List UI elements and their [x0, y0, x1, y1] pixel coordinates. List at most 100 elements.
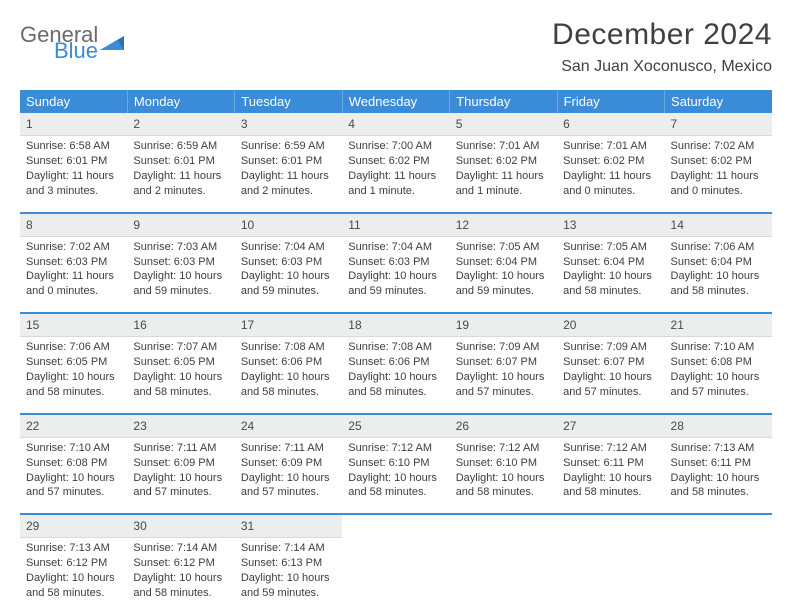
daylight-text: Daylight: 10 hours — [348, 269, 443, 284]
daylight-text: Daylight: 10 hours — [563, 370, 658, 385]
day-cell-detail: Sunrise: 7:01 AMSunset: 6:02 PMDaylight:… — [557, 136, 664, 207]
daylight-text: and 58 minutes. — [563, 284, 658, 299]
day-cell-number: 8 — [20, 214, 127, 237]
daylight-text: Daylight: 11 hours — [133, 169, 228, 184]
daylight-text: and 58 minutes. — [241, 385, 336, 400]
weekday-header: Tuesday — [235, 90, 342, 113]
daylight-text: Daylight: 10 hours — [133, 471, 228, 486]
day-cell-detail: Sunrise: 7:07 AMSunset: 6:05 PMDaylight:… — [127, 337, 234, 408]
day-number: 26 — [450, 415, 557, 437]
daylight-text: and 2 minutes. — [241, 184, 336, 199]
day-cell-number — [557, 515, 664, 538]
daylight-text: Daylight: 10 hours — [26, 370, 121, 385]
sunset-text: Sunset: 6:10 PM — [348, 456, 443, 471]
day-number: 8 — [20, 214, 127, 236]
day-cell-number — [665, 515, 772, 538]
daylight-text: Daylight: 11 hours — [26, 269, 121, 284]
daylight-text: and 1 minute. — [348, 184, 443, 199]
day-cell-detail: Sunrise: 7:12 AMSunset: 6:10 PMDaylight:… — [450, 437, 557, 508]
sunrise-text: Sunrise: 6:59 AM — [133, 139, 228, 154]
day-cell-detail: Sunrise: 7:11 AMSunset: 6:09 PMDaylight:… — [127, 437, 234, 508]
daylight-text: and 0 minutes. — [26, 284, 121, 299]
sunset-text: Sunset: 6:03 PM — [133, 255, 228, 270]
sunrise-text: Sunrise: 7:14 AM — [241, 541, 336, 556]
day-number: 2 — [127, 113, 234, 135]
sunset-text: Sunset: 6:03 PM — [26, 255, 121, 270]
sunrise-text: Sunrise: 7:13 AM — [671, 441, 766, 456]
sunrise-text: Sunrise: 7:09 AM — [456, 340, 551, 355]
daylight-text: and 58 minutes. — [563, 485, 658, 500]
sunset-text: Sunset: 6:07 PM — [456, 355, 551, 370]
day-cell-number: 25 — [342, 415, 449, 438]
title-block: December 2024 San Juan Xoconusco, Mexico — [552, 18, 772, 76]
daylight-text: and 58 minutes. — [133, 586, 228, 601]
day-number: 30 — [127, 515, 234, 537]
sunset-text: Sunset: 6:03 PM — [241, 255, 336, 270]
day-cell-number: 10 — [235, 214, 342, 237]
day-cell-number: 28 — [665, 415, 772, 438]
sunrise-text: Sunrise: 7:07 AM — [133, 340, 228, 355]
sunrise-text: Sunrise: 7:11 AM — [133, 441, 228, 456]
sunrise-text: Sunrise: 7:10 AM — [26, 441, 121, 456]
daylight-text: and 57 minutes. — [456, 385, 551, 400]
sunrise-text: Sunrise: 7:05 AM — [563, 240, 658, 255]
sunset-text: Sunset: 6:05 PM — [133, 355, 228, 370]
daylight-text: Daylight: 10 hours — [133, 571, 228, 586]
day-cell-number: 17 — [235, 314, 342, 337]
sunset-text: Sunset: 6:13 PM — [241, 556, 336, 571]
day-number: 6 — [557, 113, 664, 135]
day-cell-detail — [450, 538, 557, 609]
sunrise-text: Sunrise: 7:12 AM — [348, 441, 443, 456]
daylight-text: and 58 minutes. — [456, 485, 551, 500]
day-cell-detail: Sunrise: 7:10 AMSunset: 6:08 PMDaylight:… — [20, 437, 127, 508]
sunset-text: Sunset: 6:01 PM — [241, 154, 336, 169]
day-cell-detail: Sunrise: 7:06 AMSunset: 6:05 PMDaylight:… — [20, 337, 127, 408]
weekday-header: Wednesday — [342, 90, 449, 113]
daylight-text: Daylight: 10 hours — [563, 269, 658, 284]
daylight-text: Daylight: 11 hours — [456, 169, 551, 184]
daylight-text: and 57 minutes. — [563, 385, 658, 400]
daylight-text: and 59 minutes. — [348, 284, 443, 299]
sunset-text: Sunset: 6:08 PM — [26, 456, 121, 471]
sunrise-text: Sunrise: 7:14 AM — [133, 541, 228, 556]
daylight-text: and 59 minutes. — [241, 586, 336, 601]
day-number: 5 — [450, 113, 557, 135]
detail-row: Sunrise: 6:58 AM Sunset: 6:01 PM Daylight:… — [20, 136, 772, 207]
day-cell-number: 23 — [127, 415, 234, 438]
sunrise-text: Sunrise: 7:04 AM — [241, 240, 336, 255]
sunrise-text: Sunrise: 7:04 AM — [348, 240, 443, 255]
day-cell-number: 18 — [342, 314, 449, 337]
day-cell-number: 5 — [450, 113, 557, 136]
day-cell-detail: Sunrise: 6:59 AMSunset: 6:01 PMDaylight:… — [235, 136, 342, 207]
day-cell-detail: Sunrise: 7:03 AMSunset: 6:03 PMDaylight:… — [127, 236, 234, 307]
day-cell-number: 13 — [557, 214, 664, 237]
sunrise-text: Sunrise: 6:58 AM — [26, 139, 121, 154]
daylight-text: and 3 minutes. — [26, 184, 121, 199]
daylight-text: Daylight: 10 hours — [563, 471, 658, 486]
day-cell-number: 3 — [235, 113, 342, 136]
day-cell-number: 11 — [342, 214, 449, 237]
daylight-text: Daylight: 10 hours — [456, 269, 551, 284]
weekday-header: Saturday — [665, 90, 772, 113]
daylight-text: Daylight: 10 hours — [241, 269, 336, 284]
day-cell-detail: Sunrise: 7:09 AMSunset: 6:07 PMDaylight:… — [450, 337, 557, 408]
sunrise-text: Sunrise: 7:01 AM — [563, 139, 658, 154]
daylight-text: Daylight: 10 hours — [671, 269, 766, 284]
day-cell-detail: Sunrise: 7:04 AMSunset: 6:03 PMDaylight:… — [342, 236, 449, 307]
sunrise-text: Sunrise: 7:12 AM — [563, 441, 658, 456]
sunrise-text: Sunrise: 7:03 AM — [133, 240, 228, 255]
sunset-text: Sunset: 6:09 PM — [241, 456, 336, 471]
sunrise-text: Sunrise: 7:06 AM — [671, 240, 766, 255]
daylight-text: Daylight: 10 hours — [133, 370, 228, 385]
sunset-text: Sunset: 6:12 PM — [133, 556, 228, 571]
sunset-text: Sunset: 6:11 PM — [563, 456, 658, 471]
weekday-header-row: Sunday Monday Tuesday Wednesday Thursday… — [20, 90, 772, 113]
daylight-text: and 57 minutes. — [241, 485, 336, 500]
day-number: 25 — [342, 415, 449, 437]
day-number: 12 — [450, 214, 557, 236]
day-cell-detail: Sunrise: 7:12 AMSunset: 6:11 PMDaylight:… — [557, 437, 664, 508]
day-number: 3 — [235, 113, 342, 135]
daylight-text: Daylight: 11 hours — [26, 169, 121, 184]
day-cell-detail: Sunrise: 7:14 AMSunset: 6:13 PMDaylight:… — [235, 538, 342, 609]
day-cell-number: 12 — [450, 214, 557, 237]
